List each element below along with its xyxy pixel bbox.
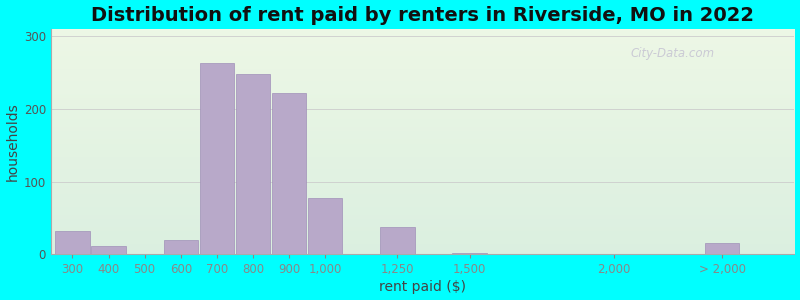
- Bar: [91, 245, 126, 254]
- Bar: [164, 240, 198, 254]
- Text: City-Data.com: City-Data.com: [631, 47, 715, 60]
- X-axis label: rent paid ($): rent paid ($): [379, 280, 466, 294]
- Bar: [380, 226, 414, 254]
- Bar: [705, 243, 739, 254]
- Title: Distribution of rent paid by renters in Riverside, MO in 2022: Distribution of rent paid by renters in …: [91, 6, 754, 25]
- Bar: [236, 74, 270, 254]
- Bar: [55, 231, 90, 254]
- Bar: [453, 253, 486, 254]
- Y-axis label: households: households: [6, 102, 19, 181]
- Bar: [308, 197, 342, 254]
- Bar: [272, 93, 306, 254]
- Bar: [200, 63, 234, 254]
